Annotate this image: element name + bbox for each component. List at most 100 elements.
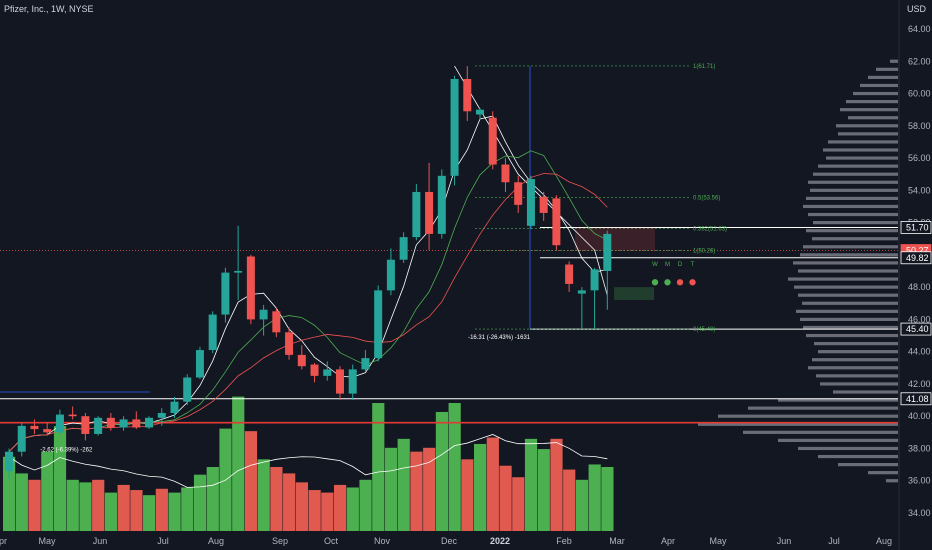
volume-bar	[244, 431, 258, 531]
volume-bar	[397, 438, 410, 531]
candle-body	[221, 272, 230, 315]
volume-bar	[206, 467, 219, 531]
profile-bar	[798, 446, 898, 451]
volume-bar	[423, 447, 436, 531]
volume-bar	[372, 403, 385, 531]
fib-level-label: 1(61.71)	[693, 64, 715, 70]
profile-bar	[718, 414, 898, 418]
y-tick-label: 62.00	[908, 56, 931, 66]
volume-bar	[155, 488, 168, 531]
volume-ma-line	[8, 434, 608, 488]
profile-bar	[816, 374, 898, 378]
annotations: -16.31 (-26.43%) -1631 -2.62 (-6.39%) -26…	[40, 262, 696, 454]
candle-body	[195, 350, 204, 378]
profile-bar	[798, 293, 898, 297]
price-tag-label: 49.82	[906, 253, 929, 263]
y-tick-label: 64.00	[908, 24, 931, 34]
x-tick-label: Oct	[324, 536, 339, 546]
currency-label: USD	[906, 4, 926, 14]
profile-bar	[798, 269, 898, 273]
y-tick-label: 42.00	[908, 379, 931, 389]
candle-body	[246, 256, 255, 320]
volume-bar	[474, 443, 487, 531]
signal-dot	[676, 279, 684, 286]
profile-bar	[793, 261, 898, 265]
volume-bar	[499, 465, 512, 531]
profile-bar	[840, 108, 898, 112]
candle-body	[437, 175, 446, 234]
volume-bar	[181, 487, 194, 531]
profile-bar	[818, 350, 898, 354]
x-tick-label: 2022	[490, 536, 510, 546]
time-axis[interactable]: Apr May Jun Jul Aug Sep Oct Nov Dec 2022 Feb Mar Apr…	[0, 536, 892, 546]
signal-dot	[651, 279, 659, 286]
y-tick-label: 54.00	[908, 185, 931, 195]
profile-bar	[778, 438, 898, 442]
price-tag	[900, 221, 932, 234]
price-tag	[900, 322, 932, 336]
profile-bar	[810, 188, 898, 192]
profile-bar	[808, 180, 898, 184]
volume-bar	[588, 464, 601, 531]
candle-body	[170, 401, 179, 413]
volume-bar	[448, 403, 461, 531]
profile-bar	[860, 83, 898, 88]
volume-bars	[3, 396, 614, 531]
candle-body	[488, 117, 497, 165]
volume-bar	[193, 474, 207, 531]
profile-bar	[794, 285, 898, 289]
x-tick-label: Jun	[777, 536, 792, 546]
candle-body	[412, 191, 421, 238]
profile-bar	[808, 212, 898, 217]
volume-bar	[3, 456, 16, 531]
volume-bar	[66, 479, 79, 531]
volume-bar	[79, 482, 92, 531]
signal-letter: D	[678, 262, 683, 268]
profile-bar	[803, 325, 898, 330]
volume-bar	[550, 438, 563, 531]
candle-body	[425, 191, 434, 234]
profile-bar	[814, 342, 898, 346]
candle-body	[323, 369, 332, 376]
profile-bar	[808, 366, 898, 370]
x-tick-label: Mar	[609, 536, 625, 546]
y-tick-label: 38.00	[908, 443, 931, 453]
measure-annotation: -16.31 (-26.43%) -1631	[468, 335, 531, 341]
x-tick-label: May	[709, 536, 727, 546]
volume-bar	[435, 411, 449, 531]
price-tag	[900, 251, 932, 265]
candle-body	[348, 369, 357, 394]
profile-bar	[806, 196, 898, 200]
volume-bar	[384, 447, 398, 531]
candle-body	[17, 425, 26, 452]
candle-body	[43, 429, 52, 433]
candle-body	[399, 237, 408, 260]
candle-body	[590, 269, 599, 291]
profile-bar	[828, 140, 898, 144]
profile-bar	[820, 382, 898, 386]
candle-body	[565, 264, 574, 284]
price-axis[interactable]: 34.00 36.00 38.00 40.00 42.00 44.00 46.00 48.00…	[898, 0, 932, 550]
volume-bar	[117, 484, 130, 531]
y-tick-label: 44.00	[908, 347, 931, 357]
x-tick-label: Jul	[828, 536, 840, 546]
profile-bar	[803, 245, 898, 249]
volume-bar	[346, 487, 359, 531]
x-tick-label: Apr	[661, 536, 675, 546]
x-tick-label: Apr	[0, 536, 7, 546]
fib-level-label: 0.5(53.56)	[693, 195, 720, 201]
candle-body	[526, 179, 535, 226]
candle-body	[259, 309, 268, 320]
volume-bar	[270, 467, 283, 531]
y-tick-label: 48.00	[908, 282, 931, 292]
volume-bar	[53, 426, 67, 531]
volume-bar	[333, 484, 347, 531]
candle-body	[157, 412, 166, 418]
price-tag	[900, 392, 932, 406]
volume-bar	[359, 479, 372, 531]
target-zone	[614, 287, 654, 301]
candle-body	[5, 451, 13, 472]
volume-bar	[486, 437, 499, 531]
volume-bar	[257, 459, 270, 531]
